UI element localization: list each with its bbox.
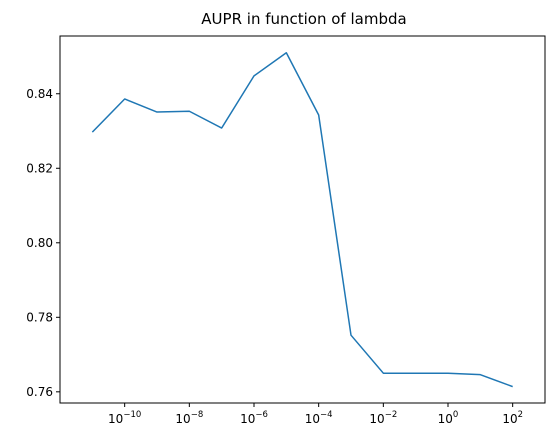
x-tick-label: 102 [502,410,523,426]
y-tick-label: 0.76 [26,385,53,399]
x-tick-label-exponent: −2 [385,410,398,420]
x-tick-label-base: 10 [240,412,255,426]
x-tick-label: 10−8 [175,410,203,426]
x-tick-label-base: 10 [305,412,320,426]
x-tick-label: 10−4 [305,410,333,426]
series-line [91,52,513,388]
x-tick-label-exponent: −10 [123,410,141,420]
x-tick-label: 10−2 [369,410,397,426]
x-tick-label-base: 10 [369,412,384,426]
x-tick-label-exponent: 0 [453,410,458,420]
x-tick-label-exponent: −8 [191,410,204,420]
x-tick-label-exponent: −4 [320,410,333,420]
x-tick-label-base: 10 [502,412,517,426]
series-group [91,52,513,388]
x-tick-label-base: 10 [108,412,123,426]
x-tick-label: 10−6 [240,410,268,426]
y-axis: 0.76 0.78 0.80 0.82 0.84 [26,87,60,399]
x-tick-label-base: 10 [438,412,453,426]
x-tick-label-exponent: −6 [255,410,268,420]
y-tick-label: 0.84 [26,87,53,101]
y-tick-label: 0.78 [26,310,53,324]
plot-area-frame [59,35,546,404]
x-tick-label-exponent: 2 [518,410,523,420]
x-axis: 10−10 10−8 10−6 10−4 10−2 100 102 [108,403,523,426]
x-tick-label-base: 10 [175,412,190,426]
y-tick-label: 0.80 [26,236,53,250]
x-tick-label: 10−10 [108,410,141,426]
chart-title: AUPR in function of lambda [201,10,406,28]
y-tick-label: 0.82 [26,161,53,175]
x-tick-label: 100 [438,410,459,426]
